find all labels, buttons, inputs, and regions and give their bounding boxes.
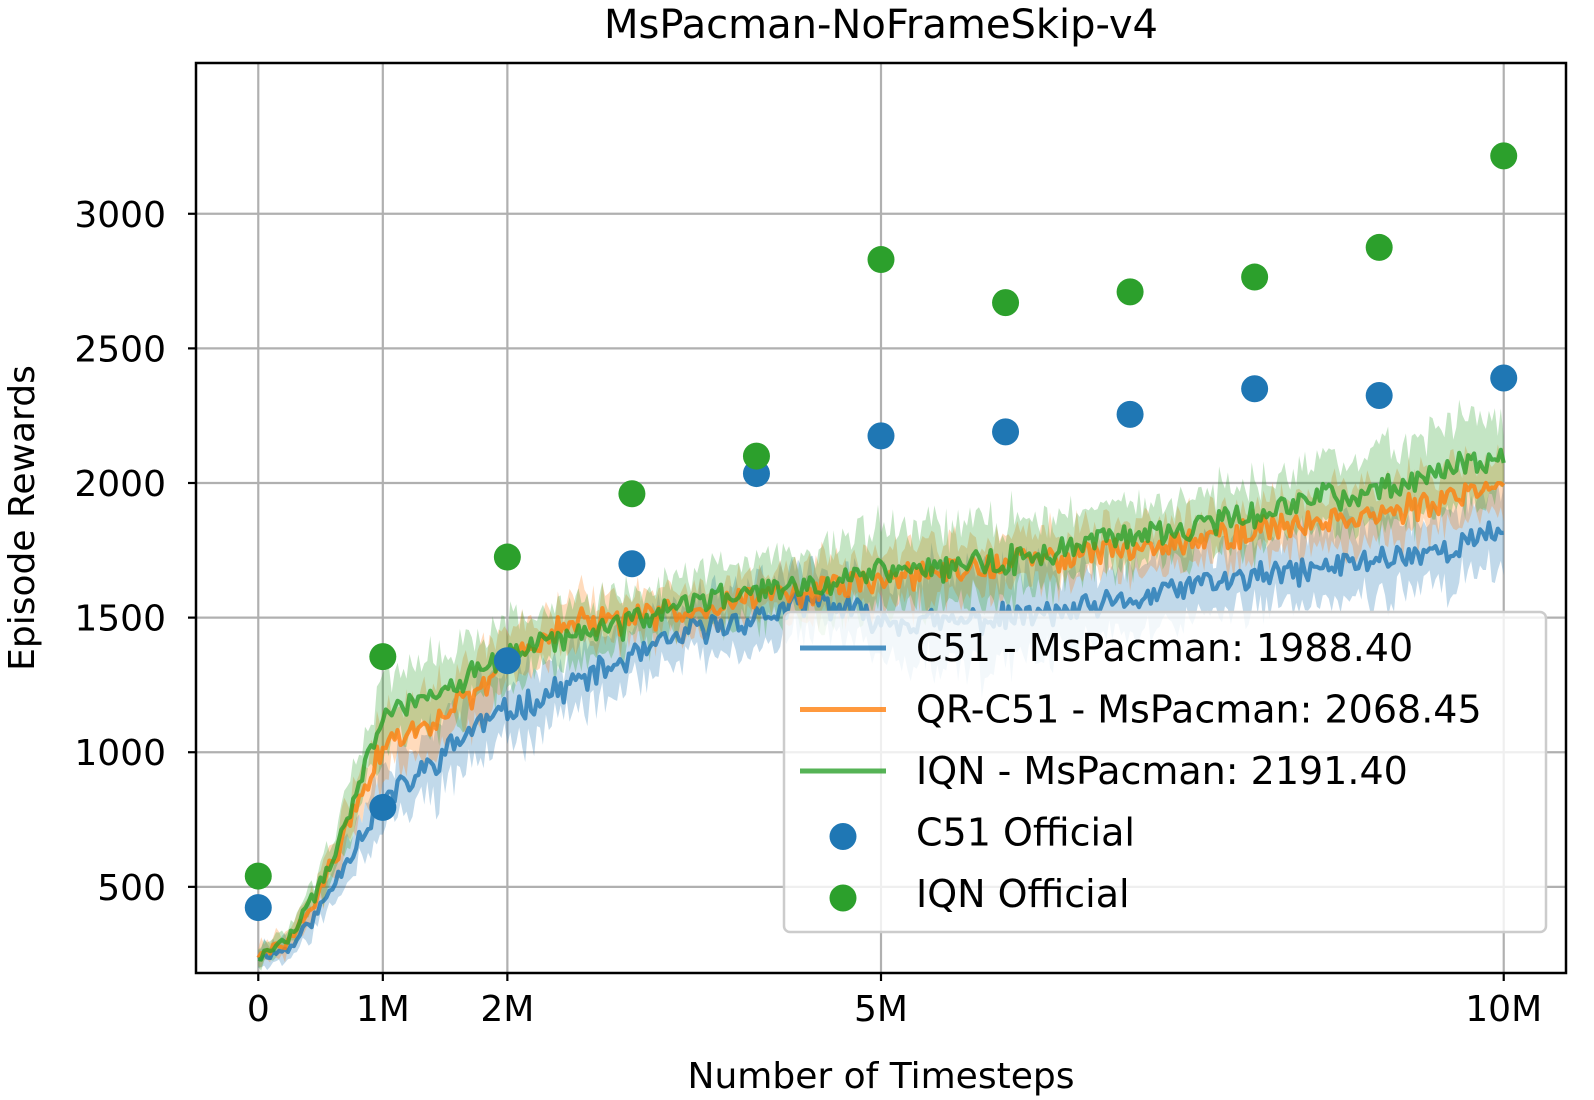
y-tick-label: 1000 <box>74 733 166 774</box>
legend-entry: QR-C51 - MsPacman: 2068.45 <box>916 688 1482 732</box>
official-point <box>992 418 1020 446</box>
legend: C51 - MsPacman: 1988.40 QR-C51 - MsPacman… <box>782 610 1548 934</box>
official-point <box>618 480 646 508</box>
official-point <box>867 246 895 274</box>
official-point <box>369 643 397 671</box>
official-point <box>1490 142 1518 170</box>
official-point <box>493 647 521 675</box>
legend-point-swatch <box>829 823 857 850</box>
legend-box <box>782 610 1548 934</box>
y-tick-label: 2500 <box>74 329 166 370</box>
official-point <box>618 550 646 578</box>
y-axis-label: Episode Rewards <box>2 365 43 671</box>
official-point <box>1365 233 1393 261</box>
legend-entry: C51 - MsPacman: 1988.40 <box>916 626 1413 670</box>
official-point <box>742 442 770 470</box>
y-ticks: 500 1000 1500 2000 2500 3000 <box>74 195 196 909</box>
legend-entry: C51 Official <box>916 811 1135 855</box>
official-point <box>1116 278 1144 306</box>
official-point <box>992 289 1020 317</box>
y-tick-label: 2000 <box>74 464 166 505</box>
x-axis-label: Number of Timesteps <box>688 1056 1075 1097</box>
y-tick-label: 500 <box>97 868 166 909</box>
official-point <box>867 422 895 450</box>
series-line <box>257 447 1506 962</box>
official-point <box>1365 382 1393 409</box>
confidence-band <box>258 482 1504 971</box>
x-tick-label: 0 <box>247 989 270 1030</box>
official-point <box>244 894 272 922</box>
legend-entry: IQN Official <box>916 872 1130 916</box>
official-point <box>244 862 272 890</box>
official-point <box>1241 263 1269 291</box>
legend-entry: IQN - MsPacman: 2191.40 <box>916 749 1408 793</box>
official-point <box>369 793 397 821</box>
chart-title: MsPacman-NoFrameSkip-v4 <box>604 2 1158 48</box>
official-point <box>1116 400 1144 428</box>
y-tick-label: 3000 <box>74 195 166 236</box>
x-tick-label: 5M <box>854 989 908 1030</box>
x-tick-label: 2M <box>480 989 534 1030</box>
official-points <box>244 142 1518 922</box>
official-point <box>1241 375 1269 403</box>
legend-point-swatch <box>829 884 857 912</box>
y-tick-label: 1500 <box>74 599 166 640</box>
x-tick-label: 10M <box>1465 989 1542 1030</box>
series-line <box>256 480 1506 960</box>
x-ticks: 0 1M 2M 5M 10M <box>247 973 1542 1030</box>
x-tick-label: 1M <box>356 989 410 1030</box>
official-point <box>493 543 521 571</box>
official-point <box>1490 364 1518 392</box>
